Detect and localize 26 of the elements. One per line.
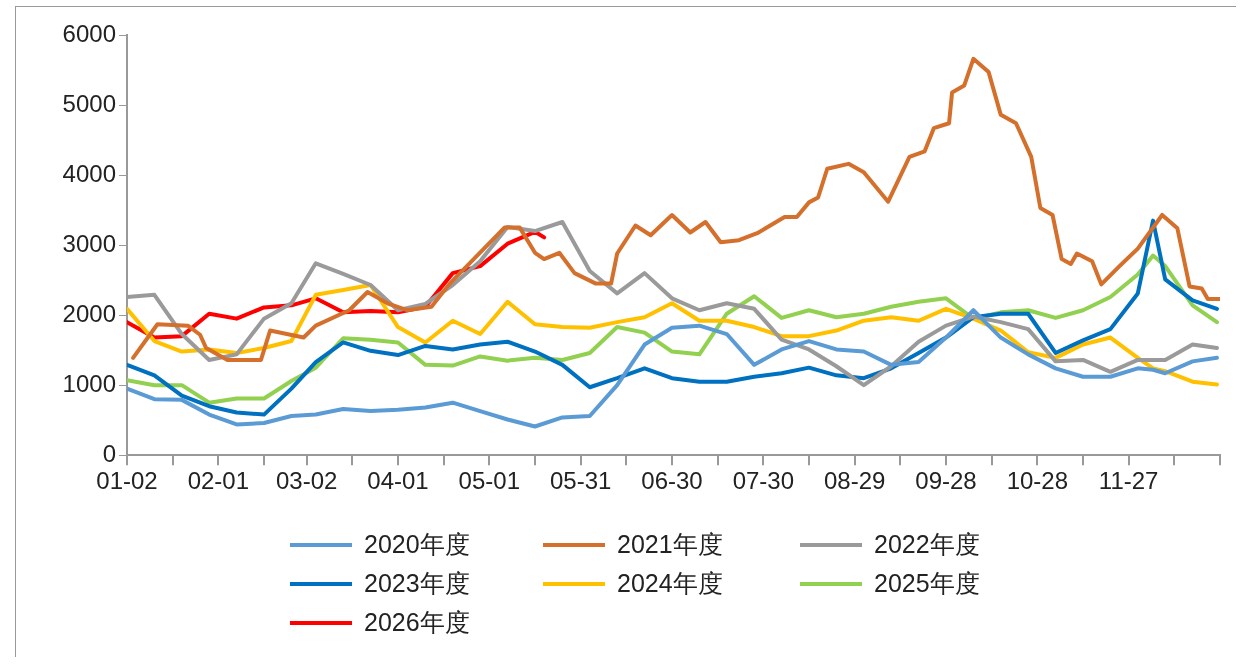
legend-label: 2022年度 [874,529,980,560]
legend-label: 2021年度 [617,529,723,560]
x-tick-label: 04-01 [367,467,429,495]
x-tick-label: 09-28 [915,467,977,495]
y-tick-label: 0 [102,439,116,467]
x-tick-label: 06-30 [641,467,703,495]
x-tick-label: 02-01 [187,467,250,495]
x-tick-label: 05-01 [458,467,520,495]
y-tick-label: 5000 [62,89,116,117]
x-tick-label: 10-28 [1006,467,1069,495]
legend-label: 2025年度 [874,568,980,599]
x-tick-label: 01-02 [96,467,158,495]
y-tick-label: 3000 [62,229,116,257]
x-tick-label: 03-02 [275,467,338,495]
legend-label: 2024年度 [617,568,723,599]
x-tick-label: 07-30 [732,467,795,495]
x-tick-label: 11-27 [1098,467,1159,495]
y-tick-label: 6000 [62,19,116,47]
y-tick-label: 1000 [62,369,116,397]
legend-label: 2023年度 [364,568,470,599]
x-tick-label: 05-31 [549,467,612,495]
y-tick-label: 4000 [62,159,116,187]
x-tick-label: 08-29 [823,467,886,495]
legend-label: 2020年度 [364,529,470,560]
y-tick-label: 2000 [62,299,116,327]
legend-label: 2026年度 [364,607,470,638]
